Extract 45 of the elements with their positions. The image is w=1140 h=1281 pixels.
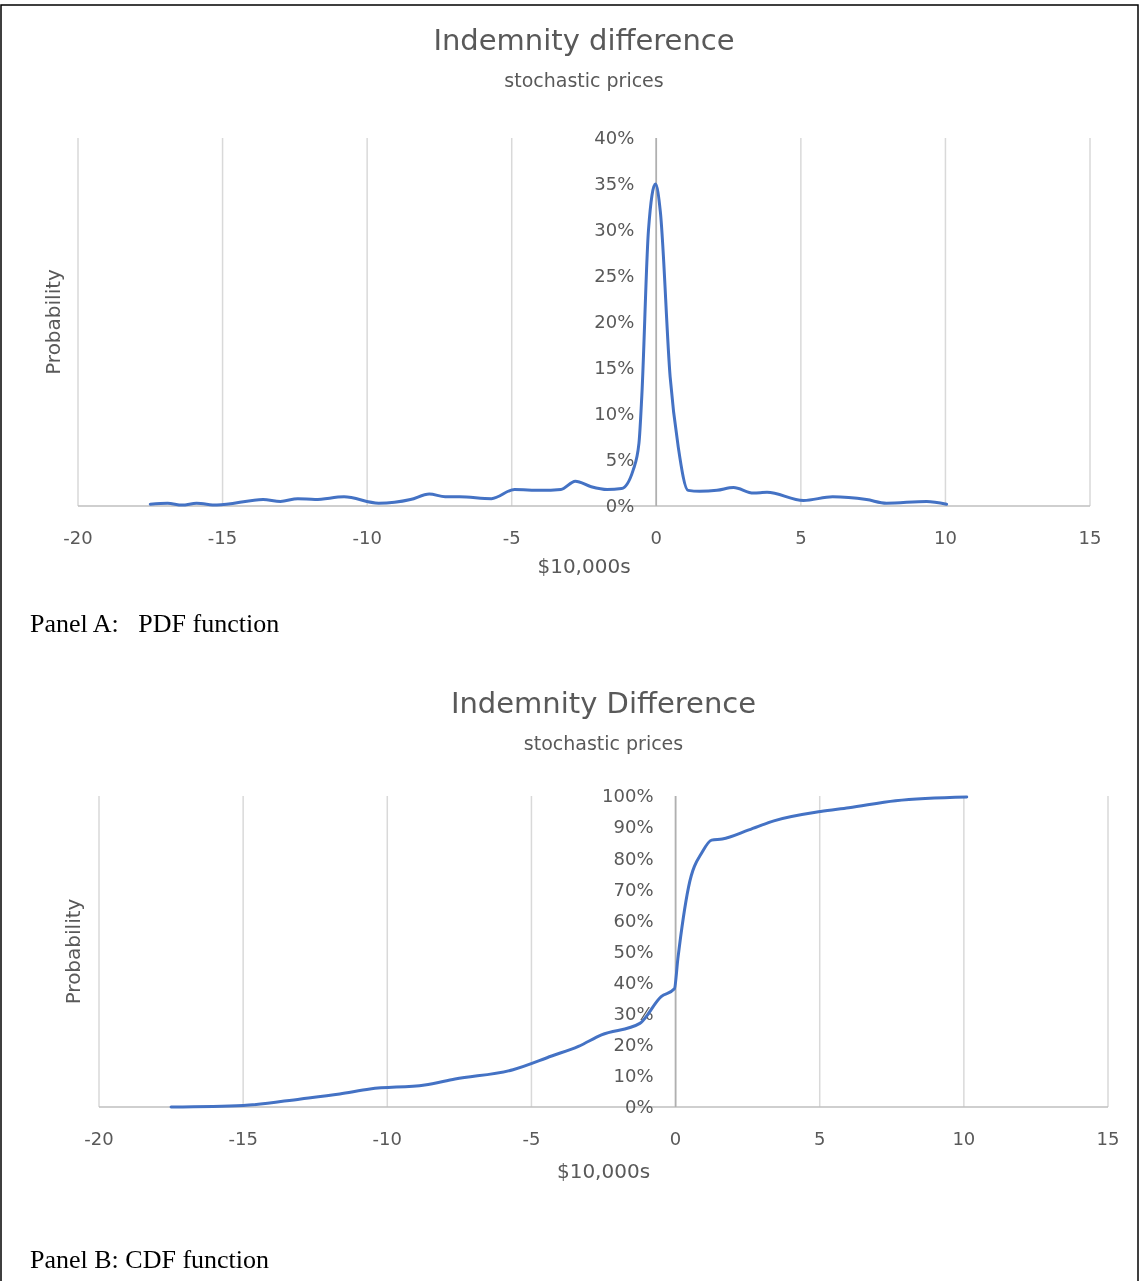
y-tick-label: 70% <box>613 878 654 900</box>
y-tick-label: 30% <box>594 219 635 241</box>
y-axis-title: Probability <box>61 898 85 1005</box>
y-tick-label: 90% <box>613 816 654 838</box>
y-tick-label: 25% <box>594 265 635 287</box>
text: Panel A: PDF function <box>30 609 280 638</box>
x-axis-title: $10,000s <box>537 554 631 578</box>
y-tick-label: 0% <box>605 495 635 517</box>
x-tick-label: -5 <box>502 527 521 548</box>
x-tick-label: 0 <box>669 1128 682 1149</box>
chart-subtitle: stochastic prices <box>523 732 684 754</box>
y-tick-label: 40% <box>594 127 635 149</box>
chart-title: Indemnity Difference <box>450 686 757 720</box>
x-tick-label: 5 <box>795 527 807 548</box>
y-tick-label: 0% <box>625 1096 654 1118</box>
x-tick-label: -10 <box>352 527 382 548</box>
x-tick-label: 10 <box>952 1128 976 1149</box>
x-tick-label: -5 <box>522 1128 541 1149</box>
x-tick-label: 5 <box>813 1128 826 1149</box>
chart-subtitle: stochastic prices <box>504 69 664 91</box>
y-tick-label: 15% <box>594 357 635 379</box>
chart-title: Indemnity difference <box>433 23 735 57</box>
x-tick-label: 15 <box>1078 527 1102 548</box>
x-tick-label: -15 <box>207 527 238 548</box>
y-tick-label: 80% <box>613 847 654 869</box>
y-tick-label: 60% <box>613 909 654 931</box>
x-tick-label: -20 <box>63 527 93 548</box>
y-tick-label: 50% <box>613 940 654 962</box>
y-tick-label: 100% <box>602 785 654 807</box>
x-tick-label: 10 <box>933 527 957 548</box>
y-tick-label: 10% <box>594 403 635 425</box>
x-axis-title: $10,000s <box>556 1159 651 1183</box>
y-tick-label: 5% <box>605 449 635 471</box>
x-tick-label: -15 <box>228 1128 258 1149</box>
x-tick-label: -20 <box>84 1128 114 1149</box>
y-tick-label: 35% <box>594 173 635 195</box>
y-tick-label: 10% <box>613 1065 654 1087</box>
y-axis-title: Probability <box>41 268 65 375</box>
y-tick-label: 20% <box>594 311 635 333</box>
text: Panel B: CDF function <box>30 1245 270 1274</box>
x-tick-label: 0 <box>650 527 663 548</box>
x-tick-label: -10 <box>372 1128 402 1149</box>
y-tick-label: 40% <box>613 971 654 993</box>
x-tick-label: 15 <box>1096 1128 1120 1149</box>
y-tick-label: 20% <box>613 1034 654 1056</box>
